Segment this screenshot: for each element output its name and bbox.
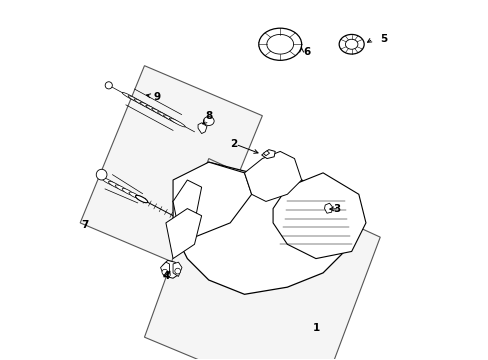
Ellipse shape: [122, 93, 138, 102]
Circle shape: [96, 169, 107, 180]
Ellipse shape: [145, 105, 162, 114]
Text: 5: 5: [379, 34, 386, 44]
Ellipse shape: [345, 39, 357, 49]
Circle shape: [175, 268, 180, 274]
Ellipse shape: [135, 195, 147, 203]
Ellipse shape: [102, 178, 116, 186]
Ellipse shape: [258, 28, 301, 60]
Ellipse shape: [203, 117, 214, 126]
Ellipse shape: [157, 112, 173, 121]
Polygon shape: [324, 203, 332, 213]
Text: 3: 3: [333, 203, 340, 213]
Text: 2: 2: [230, 139, 237, 149]
Ellipse shape: [115, 185, 127, 192]
Polygon shape: [144, 158, 380, 360]
Polygon shape: [244, 152, 301, 202]
Polygon shape: [263, 151, 269, 156]
Text: 1: 1: [312, 323, 319, 333]
Circle shape: [162, 269, 167, 275]
Text: 9: 9: [153, 92, 160, 102]
Ellipse shape: [151, 108, 167, 117]
Text: 8: 8: [205, 111, 212, 121]
Ellipse shape: [128, 96, 144, 105]
Polygon shape: [261, 150, 275, 158]
Circle shape: [105, 82, 112, 89]
Polygon shape: [173, 162, 251, 237]
Polygon shape: [162, 260, 180, 278]
Ellipse shape: [136, 195, 144, 201]
Ellipse shape: [339, 35, 364, 54]
Ellipse shape: [169, 118, 185, 127]
Ellipse shape: [163, 115, 179, 124]
Ellipse shape: [122, 188, 133, 195]
Text: 7: 7: [81, 220, 88, 230]
Polygon shape: [272, 173, 365, 258]
Ellipse shape: [108, 181, 122, 189]
Polygon shape: [160, 262, 169, 276]
Ellipse shape: [266, 35, 293, 54]
Text: 4: 4: [162, 271, 169, 282]
Polygon shape: [173, 180, 201, 237]
Polygon shape: [80, 66, 262, 273]
Polygon shape: [173, 262, 182, 276]
Text: 6: 6: [303, 47, 310, 57]
Polygon shape: [173, 162, 358, 294]
Ellipse shape: [129, 192, 139, 198]
Ellipse shape: [140, 102, 156, 111]
Polygon shape: [165, 208, 201, 258]
Ellipse shape: [134, 99, 150, 108]
Polygon shape: [198, 123, 206, 134]
